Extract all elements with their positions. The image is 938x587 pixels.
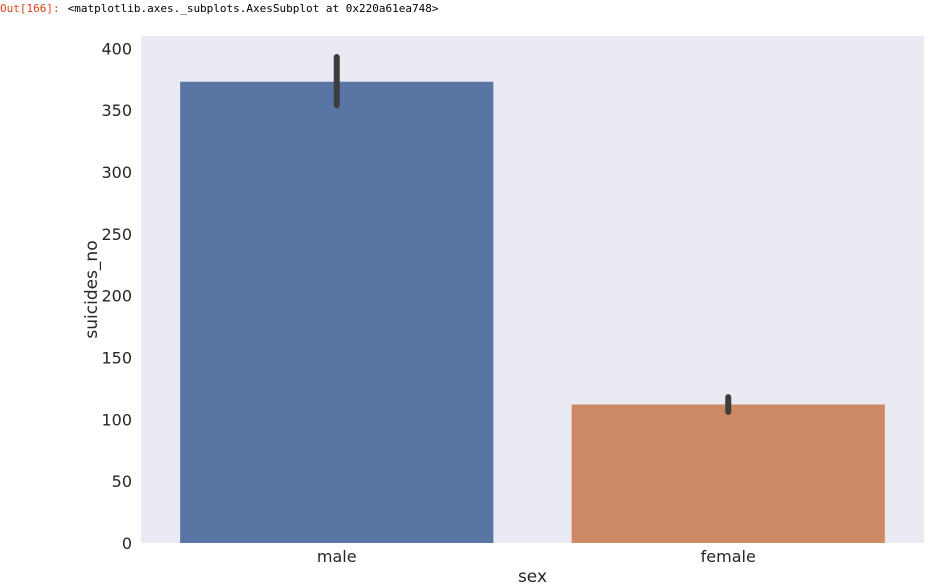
output-repr-text: <matplotlib.axes._subplots.AxesSubplot a… [67,2,439,15]
y-axis-label: suicides_no [82,240,102,338]
y-tick-label: 400 [101,39,132,58]
y-tick-label: 0 [122,534,132,553]
y-tick-label: 250 [101,225,132,244]
error-bars-group [333,54,732,415]
bar-male [180,81,494,543]
cell-output-line: Out[166]: <matplotlib.axes._subplots.Axes… [0,0,438,18]
y-tick-labels: 0 50 100 150 200 250 300 350 400 [101,39,132,553]
x-tick-label-male: male [317,547,357,566]
y-tick-label: 350 [101,101,132,120]
x-tick-label-female: female [701,547,756,566]
output-prompt: Out[166]: [0,2,60,15]
y-tick-label: 50 [112,472,132,491]
y-tick-label: 100 [101,410,132,429]
x-tick-labels: male female [317,547,756,566]
x-axis-label: sex [518,567,547,587]
y-tick-label: 300 [101,163,132,182]
bars-group [180,81,885,543]
bar-female [571,404,885,543]
y-tick-label: 200 [101,287,132,306]
y-tick-label: 150 [101,349,132,368]
